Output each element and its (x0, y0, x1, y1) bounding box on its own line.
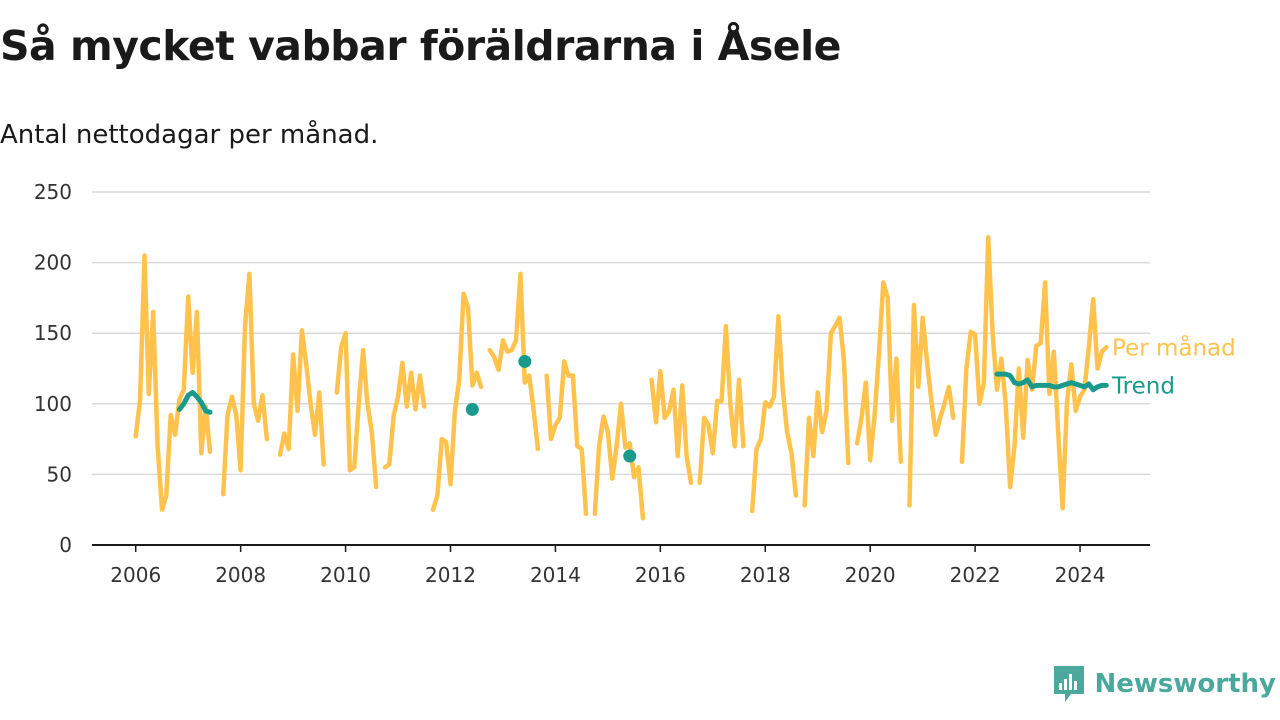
y-tick-label: 250 (34, 180, 72, 204)
y-tick-label: 150 (34, 321, 72, 345)
chart-subtitle: Antal nettodagar per månad. (0, 120, 379, 150)
series-line (592, 401, 646, 521)
series-line (749, 314, 799, 514)
data-point (465, 402, 479, 416)
x-tick-label: 2014 (530, 563, 581, 587)
series-line (697, 323, 746, 486)
y-tick-label: 0 (59, 533, 72, 557)
legend-label-trend: Trend (1111, 373, 1175, 399)
series-line (544, 359, 589, 517)
legend-labels: Per månad Trend (1111, 333, 1236, 399)
x-axis: 2006 2008 2010 2012 2014 2016 2018 2020 2022 2024 (92, 544, 1150, 587)
x-tick-label: 2006 (110, 563, 161, 587)
series-trend (176, 354, 1109, 463)
x-tick-label: 2010 (320, 563, 371, 587)
series-line (854, 280, 904, 464)
legend-label-per-manad: Per månad (1112, 333, 1236, 361)
x-tick-label: 2018 (740, 563, 791, 587)
x-tick-label: 2016 (635, 563, 686, 587)
data-point (518, 354, 532, 368)
series-layer (133, 234, 1109, 521)
logo-bar-1 (1058, 683, 1062, 690)
brand-name: Newsworthy (1094, 669, 1276, 699)
y-tick-label: 100 (34, 392, 72, 416)
series-line (382, 360, 427, 470)
series-line (959, 234, 1109, 511)
series-line (907, 302, 956, 508)
x-tick-label: 2024 (1055, 563, 1106, 587)
logo-bar-2 (1063, 679, 1067, 690)
data-point (623, 449, 637, 463)
bar-chart-icon (1053, 666, 1084, 702)
series-line (430, 291, 484, 512)
x-tick-label: 2012 (425, 563, 476, 587)
logo-bar-4 (1073, 681, 1077, 690)
series-line (649, 369, 694, 486)
series-line (334, 330, 379, 490)
series-line (277, 328, 326, 467)
x-tick-label: 2022 (950, 563, 1001, 587)
series-line (176, 390, 213, 415)
series-line (994, 371, 1109, 393)
y-axis-ticks: 0 50 100 150 200 250 (34, 180, 72, 557)
series-line (802, 315, 851, 508)
series-line (487, 271, 541, 452)
chart-title: Så mycket vabbar föräldrarna i Åsele (0, 22, 841, 70)
newsworthy-logo: Newsworthy (1051, 664, 1276, 704)
series-line (220, 271, 270, 497)
logo-bar-3 (1068, 674, 1072, 690)
series-per-manad (133, 234, 1109, 521)
series-line (133, 253, 213, 512)
x-tick-label: 2008 (215, 563, 266, 587)
y-tick-label: 200 (34, 251, 72, 275)
x-tick-label: 2020 (845, 563, 896, 587)
y-tick-label: 50 (47, 462, 72, 486)
